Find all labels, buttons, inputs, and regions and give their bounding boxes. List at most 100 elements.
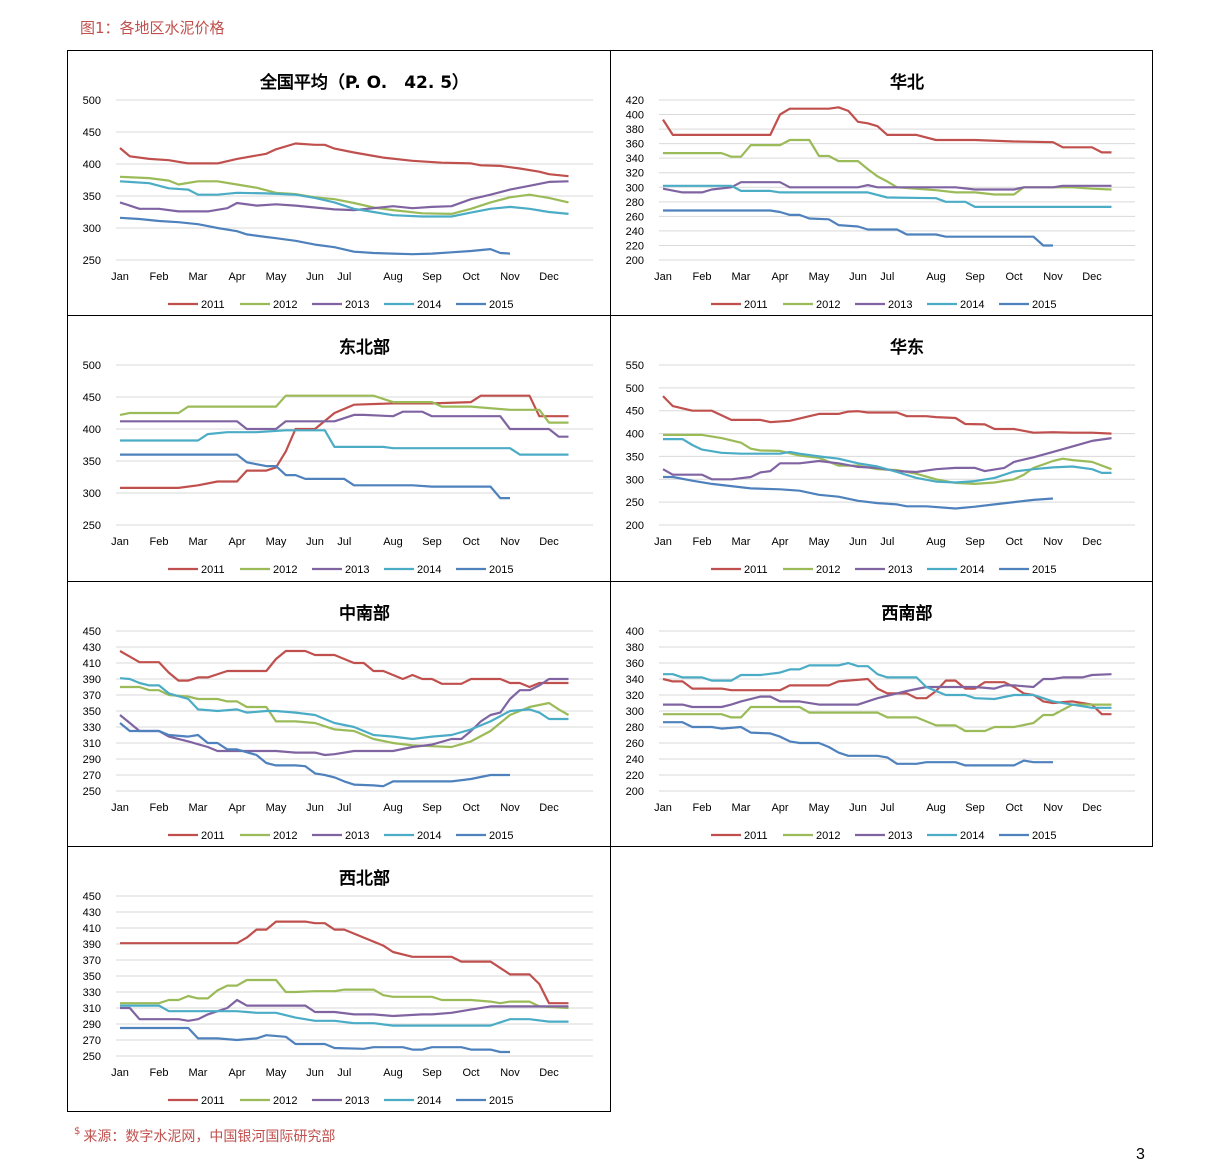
legend-label-2014: 2014 xyxy=(960,564,984,576)
x-tick-label: Jul xyxy=(880,271,894,283)
x-tick-label: Oct xyxy=(462,536,479,548)
x-tick-label: Aug xyxy=(383,1067,403,1079)
legend-label-2014: 2014 xyxy=(417,564,441,576)
y-tick-label: 200 xyxy=(626,255,644,267)
y-tick-label: 300 xyxy=(626,474,644,486)
chart-svg: 全国平均（P. O. 42. 5） 250 300 350 400 450 500 Jan Fe… xyxy=(83,72,593,311)
legend-label-2012: 2012 xyxy=(273,299,297,311)
y-tick-label: 200 xyxy=(626,520,644,532)
legend-label-2015: 2015 xyxy=(489,299,513,311)
y-tick-label: 240 xyxy=(626,754,644,766)
y-tick-label: 320 xyxy=(626,690,644,702)
x-tick-label: Aug xyxy=(926,802,946,814)
series-line-2012 xyxy=(120,978,569,1010)
series-line-2013 xyxy=(120,998,569,1022)
x-tick-label: Jun xyxy=(306,271,324,283)
x-tick-label: Nov xyxy=(1043,536,1063,548)
y-tick-label: 400 xyxy=(626,626,644,638)
legend-label-2013: 2013 xyxy=(345,1095,369,1107)
y-tick-label: 250 xyxy=(83,786,101,798)
x-tick-label: Dec xyxy=(539,536,559,548)
chart-title: 西北部 xyxy=(339,868,390,889)
y-tick-label: 410 xyxy=(83,923,101,935)
source-note: $ 来源：数字水泥网，中国银河国际研究部 xyxy=(74,1126,335,1146)
x-tick-label: Apr xyxy=(771,802,788,814)
x-tick-label: Sep xyxy=(422,802,442,814)
series-line-2012 xyxy=(663,703,1112,733)
x-tick-label: Nov xyxy=(500,802,520,814)
chart-svg: 中南部 250 270 290 310 330 350 370 390 410 430 450 Jan F… xyxy=(83,603,593,842)
x-tick-label: Mar xyxy=(189,1067,208,1079)
x-tick-label: Oct xyxy=(1005,536,1022,548)
series-line-2014 xyxy=(120,429,569,456)
y-tick-label: 340 xyxy=(626,674,644,686)
x-tick-label: Dec xyxy=(539,271,559,283)
legend-label-2013: 2013 xyxy=(888,299,912,311)
chart-title: 全国平均（P. O. 42. 5） xyxy=(259,72,469,93)
y-tick-label: 350 xyxy=(83,456,101,468)
y-tick-label: 350 xyxy=(83,971,101,983)
chart-title: 东北部 xyxy=(339,337,390,358)
legend-label-2014: 2014 xyxy=(417,1095,441,1107)
series-line-2015 xyxy=(120,453,510,500)
x-tick-label: Aug xyxy=(926,271,946,283)
series-line-2012 xyxy=(120,685,570,749)
chart-svg: 西南部 200 220 240 260 280 300 320 340 360 380 400 Jan F… xyxy=(626,603,1135,842)
series-line-2015 xyxy=(120,1026,510,1054)
y-tick-label: 270 xyxy=(83,770,101,782)
series-line-2015 xyxy=(663,209,1053,247)
y-tick-label: 450 xyxy=(83,127,101,139)
chart-svg: 东北部 250 300 350 400 450 500 Jan Feb Mar Apr May Jun J… xyxy=(83,337,593,576)
x-tick-label: Feb xyxy=(150,536,169,548)
series-line-2013 xyxy=(662,181,1112,194)
series-line-2013 xyxy=(663,673,1112,709)
x-tick-label: Sep xyxy=(422,536,442,548)
legend-label-2011: 2011 xyxy=(201,830,225,842)
chart-svg: 西北部 250 270 290 310 330 350 370 390 410 430 450 Jan F… xyxy=(83,868,593,1107)
series-line-2011 xyxy=(662,106,1112,154)
y-tick-label: 500 xyxy=(83,360,101,372)
x-tick-label: Nov xyxy=(1043,271,1063,283)
x-tick-label: Oct xyxy=(1005,271,1022,283)
series-line-2014 xyxy=(120,1004,569,1027)
legend-label-2012: 2012 xyxy=(816,564,840,576)
legend-label-2012: 2012 xyxy=(273,1095,297,1107)
y-tick-label: 300 xyxy=(83,223,101,235)
chart-svg: 华北 200 220 240 260 280 300 320 340 360 380 400 420 Ja… xyxy=(626,72,1135,311)
chart-panel-northwest: 西北部 250 270 290 310 330 350 370 390 410 430 450 Jan F… xyxy=(67,846,611,1112)
series-line-2014 xyxy=(663,184,1112,208)
x-tick-label: Aug xyxy=(926,536,946,548)
y-tick-label: 350 xyxy=(83,191,101,203)
series-line-2013 xyxy=(662,437,1112,481)
y-tick-label: 330 xyxy=(83,987,101,999)
x-tick-label: Apr xyxy=(771,271,788,283)
y-tick-label: 260 xyxy=(626,211,644,223)
y-tick-label: 220 xyxy=(626,770,644,782)
x-tick-label: Apr xyxy=(228,536,245,548)
series-line-2011 xyxy=(662,677,1112,716)
y-tick-label: 450 xyxy=(83,891,101,903)
y-tick-label: 360 xyxy=(626,139,644,151)
y-tick-label: 280 xyxy=(626,197,644,209)
y-tick-label: 300 xyxy=(626,706,644,718)
series-line-2011 xyxy=(120,920,569,1005)
legend-label-2013: 2013 xyxy=(345,830,369,842)
y-tick-label: 400 xyxy=(83,159,101,171)
x-tick-label: Jul xyxy=(880,802,894,814)
series-line-2011 xyxy=(119,142,569,178)
x-tick-label: Jul xyxy=(337,1067,351,1079)
x-tick-label: Sep xyxy=(965,802,985,814)
series-line-2013 xyxy=(119,677,569,757)
legend-label-2012: 2012 xyxy=(273,564,297,576)
x-tick-label: May xyxy=(809,271,830,283)
legend-label-2012: 2012 xyxy=(816,830,840,842)
series-line-2012 xyxy=(119,175,569,215)
x-tick-label: Jun xyxy=(849,802,867,814)
x-tick-label: Dec xyxy=(1082,271,1102,283)
y-tick-label: 280 xyxy=(626,722,644,734)
legend-label-2013: 2013 xyxy=(345,299,369,311)
y-tick-label: 260 xyxy=(626,738,644,750)
x-tick-label: Mar xyxy=(732,536,751,548)
y-tick-label: 420 xyxy=(626,95,644,107)
x-tick-label: Mar xyxy=(732,802,751,814)
